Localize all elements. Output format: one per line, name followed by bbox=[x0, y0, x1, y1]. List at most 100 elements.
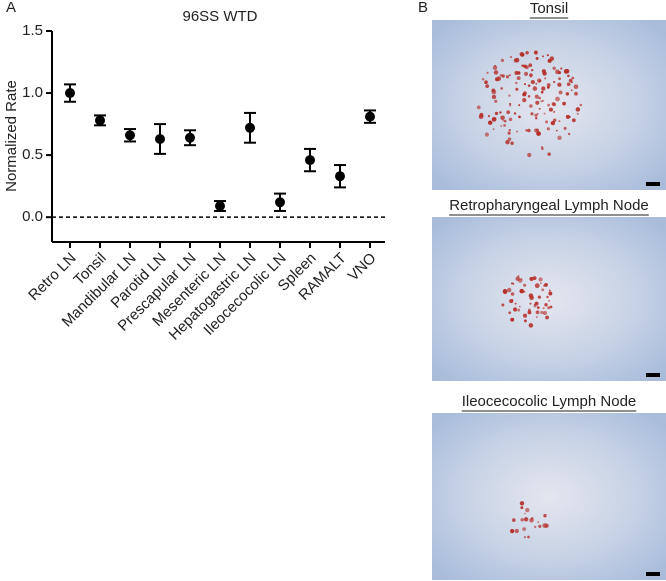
stain-dot bbox=[527, 128, 531, 133]
stain-dot bbox=[494, 77, 499, 82]
stain-dot bbox=[523, 83, 526, 86]
data-point bbox=[65, 88, 75, 99]
stain-dot bbox=[527, 310, 532, 315]
stain-dot bbox=[557, 135, 562, 141]
stain-dot bbox=[516, 76, 521, 81]
stain-dot bbox=[535, 100, 540, 105]
y-tick-label: 1.0 bbox=[22, 84, 43, 101]
stain-dot bbox=[519, 501, 525, 506]
stain-dot bbox=[548, 107, 553, 112]
data-point bbox=[155, 133, 165, 144]
stain-dot bbox=[538, 277, 543, 282]
stain-dot bbox=[571, 76, 575, 80]
stain-dot bbox=[501, 303, 505, 307]
panel-label: B bbox=[418, 0, 428, 16]
stain-dot bbox=[548, 300, 550, 302]
stain-dot bbox=[538, 96, 542, 100]
stain-dot bbox=[509, 56, 513, 59]
stain-dot bbox=[535, 82, 538, 85]
stain-dot bbox=[536, 112, 539, 115]
stain-dot bbox=[552, 66, 556, 70]
stain-dot bbox=[567, 132, 571, 136]
stain-dot bbox=[529, 104, 533, 108]
stain-dot bbox=[520, 506, 524, 510]
stain-dot bbox=[517, 308, 521, 312]
stain-dot bbox=[547, 58, 552, 63]
stain-dot bbox=[524, 319, 527, 322]
stain-dot bbox=[563, 126, 567, 130]
stain-dot bbox=[550, 120, 556, 126]
stain-dot bbox=[512, 282, 515, 285]
stain-dot bbox=[531, 68, 534, 72]
stain-dot bbox=[486, 71, 489, 74]
stain-dot bbox=[529, 276, 534, 282]
stain-dot bbox=[491, 94, 497, 100]
stain-dot bbox=[546, 54, 549, 57]
stain-dot bbox=[528, 323, 534, 328]
stain-dot bbox=[524, 512, 526, 515]
stain-dot bbox=[522, 313, 528, 318]
stain-dot bbox=[527, 84, 531, 88]
stain-dot bbox=[522, 92, 527, 97]
stain-dot bbox=[547, 152, 551, 156]
stain-dot bbox=[567, 74, 570, 78]
stain-dot bbox=[515, 276, 520, 281]
stain-dot bbox=[511, 298, 514, 302]
stain-dot bbox=[523, 290, 526, 293]
stain-dot bbox=[510, 292, 515, 296]
stain-dot bbox=[558, 90, 563, 95]
stain-dot bbox=[535, 128, 540, 132]
stain-dot bbox=[513, 112, 517, 115]
stain-dot bbox=[519, 288, 525, 294]
stain-dot bbox=[508, 129, 511, 132]
stain-dot bbox=[571, 118, 576, 123]
stain-dot bbox=[542, 307, 545, 310]
stain-dot bbox=[555, 69, 560, 75]
stain-dot bbox=[534, 283, 540, 289]
y-axis-label: Normalized Rate bbox=[3, 80, 20, 192]
stain-dot bbox=[511, 518, 516, 522]
stain-dot bbox=[525, 129, 528, 132]
stain-dot bbox=[525, 507, 530, 513]
stain-dot bbox=[500, 58, 505, 63]
stain-dot bbox=[506, 287, 512, 293]
stain-dot bbox=[562, 101, 566, 106]
stain-dot bbox=[536, 78, 542, 83]
stain-dot bbox=[505, 140, 510, 145]
stain-dot bbox=[528, 63, 533, 68]
stain-dot bbox=[558, 120, 561, 123]
stain-dot bbox=[509, 74, 511, 77]
stain-dot bbox=[552, 110, 556, 113]
scale-bar bbox=[646, 572, 660, 576]
stain-dot bbox=[493, 70, 499, 75]
stain-dot bbox=[523, 64, 528, 69]
stain-dot bbox=[543, 112, 546, 115]
stain-dot bbox=[487, 115, 490, 118]
stain-dot bbox=[552, 80, 556, 84]
stain-dot bbox=[540, 90, 544, 94]
stain-dot bbox=[530, 517, 534, 520]
stain-dot bbox=[541, 99, 545, 102]
y-tick-label: 0.0 bbox=[22, 208, 43, 225]
data-point bbox=[245, 122, 255, 133]
stain-dot bbox=[540, 146, 544, 149]
x-tick-label: VNO bbox=[345, 250, 380, 285]
stain-dot bbox=[507, 137, 512, 141]
stain-dot bbox=[527, 152, 532, 158]
stain-dot bbox=[545, 315, 549, 320]
stain-dot bbox=[494, 99, 498, 103]
stain-dot bbox=[541, 69, 546, 74]
data-point bbox=[95, 115, 105, 126]
stain-dot bbox=[546, 295, 549, 299]
stain-dot bbox=[503, 119, 507, 123]
stain-dot bbox=[540, 100, 543, 103]
stain-dot bbox=[566, 82, 571, 87]
stain-dot bbox=[522, 98, 527, 103]
stain-dot bbox=[576, 112, 579, 115]
micrograph bbox=[432, 413, 666, 580]
stain-dot bbox=[565, 114, 570, 119]
stain-dot bbox=[545, 120, 549, 124]
stain-dot bbox=[542, 55, 545, 58]
stain-dot bbox=[485, 84, 490, 89]
stain-dot bbox=[518, 305, 521, 308]
